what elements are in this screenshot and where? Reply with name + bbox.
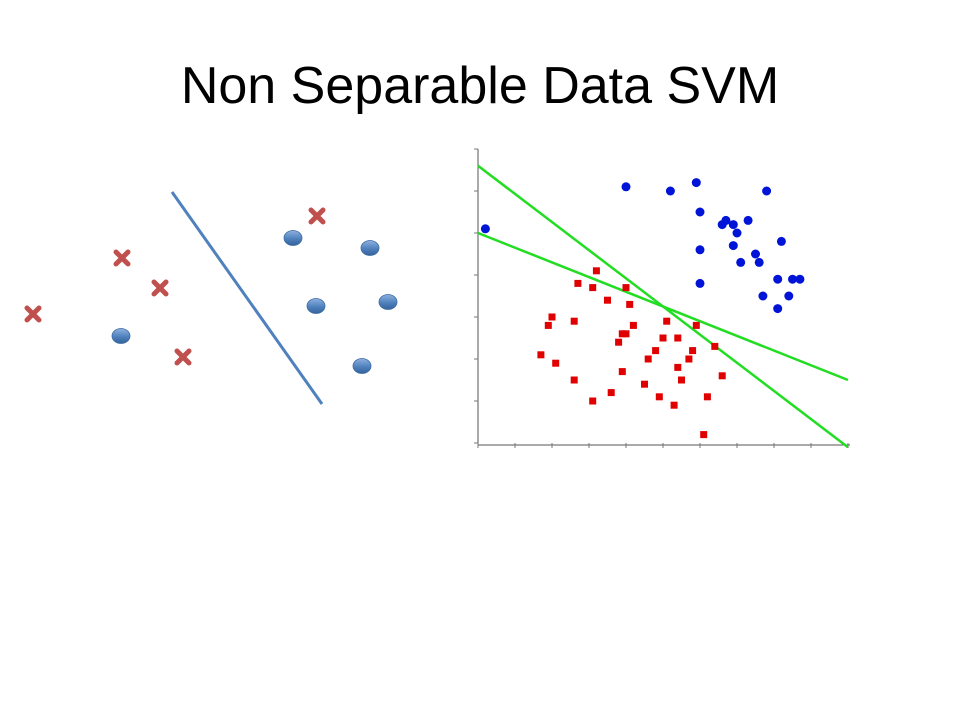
circle-marker [378, 294, 398, 310]
red-square-point [615, 338, 623, 346]
red-square-point [574, 279, 582, 287]
red-square-point [622, 284, 630, 292]
blue-circle-point [665, 186, 675, 196]
circle-marker [360, 240, 380, 256]
red-square-point [678, 376, 685, 384]
separator-line [170, 191, 324, 405]
red-square-point [589, 284, 597, 292]
red-square-point [674, 363, 682, 371]
red-square-point [674, 334, 682, 342]
red-square-point [652, 347, 660, 355]
red-square-point [570, 317, 578, 325]
cross-points [24, 207, 326, 366]
circle-marker [283, 230, 303, 246]
cross-marker [151, 279, 169, 297]
blue-circle-point [784, 291, 794, 301]
blue-circle-point [776, 236, 786, 246]
blue-circle-point [717, 220, 727, 230]
scatter-plot-canvas [474, 148, 850, 449]
red-square-point [663, 317, 671, 325]
blue-circle-point [695, 207, 705, 217]
blue-circle-point [773, 274, 783, 284]
red-square-point [544, 321, 552, 329]
slide-title: Non Separable Data SVM [180, 57, 780, 115]
blue-circle-point [728, 241, 738, 251]
red-square-point [618, 330, 626, 338]
blue-circle-point [795, 274, 805, 284]
red-square-point [604, 296, 611, 304]
red-square-point [685, 355, 693, 363]
red-square-point [570, 376, 578, 384]
circle-marker [111, 328, 131, 344]
blue-circle-point [732, 228, 742, 238]
blue-circle-point [480, 224, 490, 234]
blue-circle-point [695, 245, 705, 255]
red-square-point [700, 431, 708, 439]
red-square-point [552, 359, 560, 367]
blue-circle-point [754, 257, 764, 267]
cross-marker [174, 348, 192, 366]
blue-circle-point [691, 178, 701, 188]
blue-circle-point [758, 291, 768, 301]
red-square-point [659, 334, 667, 342]
red-square-point [607, 389, 615, 397]
decision-line [477, 231, 849, 382]
red-square-point [548, 313, 556, 321]
scatter-points [480, 178, 805, 439]
left-diagram [0, 170, 420, 430]
blue-circle-point [695, 278, 705, 288]
blue-circle-point [751, 249, 760, 259]
blue-circle-point [788, 274, 797, 284]
red-square-point [626, 300, 634, 308]
red-square-point [589, 397, 597, 405]
red-square-point [670, 401, 678, 409]
left-diagram-canvas [24, 191, 398, 405]
red-square-point [641, 380, 648, 388]
decision-lines [477, 164, 849, 449]
blue-circle-point [762, 186, 772, 196]
cross-marker [308, 207, 326, 225]
red-square-point [689, 347, 697, 355]
circle-marker [352, 358, 372, 374]
red-square-point [711, 342, 719, 350]
circle-points [111, 230, 398, 374]
red-square-point [537, 351, 545, 359]
cross-marker [113, 249, 131, 267]
red-square-point [622, 330, 630, 338]
blue-circle-point [773, 304, 783, 314]
circle-marker [306, 298, 326, 314]
red-square-point [655, 393, 663, 401]
red-square-point [692, 321, 700, 329]
red-square-point [618, 368, 626, 376]
blue-circle-point [736, 257, 746, 267]
red-square-point [644, 355, 652, 363]
red-square-point [703, 393, 711, 401]
cross-marker [24, 305, 42, 323]
red-square-point [718, 372, 726, 380]
red-square-point [592, 267, 600, 275]
scatter-plot [468, 145, 854, 455]
red-square-point [629, 321, 637, 329]
blue-circle-point [621, 182, 631, 192]
blue-circle-point [728, 220, 738, 230]
blue-circle-point [743, 215, 753, 225]
